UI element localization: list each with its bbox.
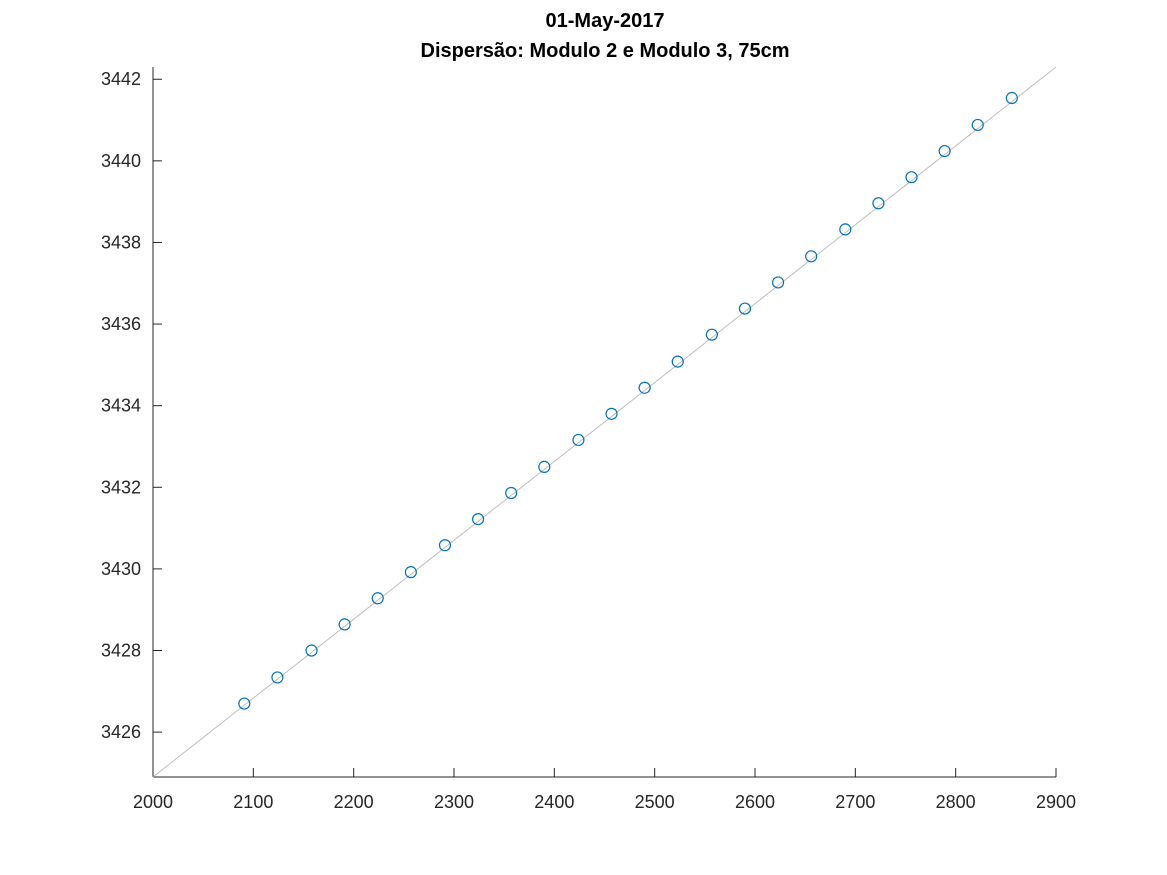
data-point bbox=[839, 223, 852, 236]
data-point bbox=[438, 539, 452, 552]
y-tick-label: 3438 bbox=[101, 232, 141, 252]
x-tick-label: 2700 bbox=[835, 792, 875, 812]
y-tick-label: 3442 bbox=[101, 69, 141, 89]
y-tick-label: 3440 bbox=[101, 151, 141, 171]
x-tick-label: 2200 bbox=[334, 792, 374, 812]
chart-subtitle: Dispersão: Modulo 2 e Modulo 3, 75cm bbox=[421, 40, 790, 62]
data-point bbox=[771, 276, 785, 289]
axes-layer: 2000 2100 2200 2300 2400 2500 2600 2700 2800 2900… bbox=[101, 67, 1076, 812]
x-tick-label: 2100 bbox=[233, 792, 273, 812]
data-points-layer bbox=[238, 91, 1018, 710]
data-point bbox=[1005, 91, 1018, 105]
data-point bbox=[471, 513, 485, 526]
reference-line-layer bbox=[152, 66, 1057, 778]
data-point bbox=[538, 460, 551, 473]
y-tick-label: 3430 bbox=[101, 559, 141, 579]
x-tick-label: 2600 bbox=[735, 792, 775, 812]
y-tick-label: 3434 bbox=[101, 396, 141, 416]
x-tick-label: 2400 bbox=[534, 792, 574, 812]
data-point bbox=[971, 118, 984, 132]
data-point bbox=[404, 566, 417, 579]
x-tick-label: 2000 bbox=[133, 792, 173, 812]
reference-line bbox=[152, 66, 1057, 778]
x-tick-label: 2300 bbox=[434, 792, 474, 812]
x-tick-label: 2800 bbox=[936, 792, 976, 812]
data-point bbox=[738, 302, 752, 315]
data-point bbox=[705, 328, 718, 341]
data-point bbox=[905, 171, 918, 184]
y-tick-label: 3428 bbox=[101, 641, 141, 661]
data-point bbox=[671, 355, 684, 368]
data-point bbox=[872, 197, 885, 210]
y-tick-label: 3426 bbox=[101, 722, 141, 742]
chart-title: 01-May-2017 bbox=[546, 10, 665, 32]
data-point bbox=[572, 433, 585, 447]
data-point bbox=[338, 618, 351, 631]
data-point bbox=[638, 381, 651, 394]
data-point bbox=[305, 644, 318, 657]
data-point bbox=[505, 486, 518, 500]
y-tick-label: 3432 bbox=[101, 477, 141, 497]
x-tick-label: 2900 bbox=[1036, 792, 1076, 812]
data-point bbox=[371, 592, 384, 605]
data-point bbox=[271, 671, 284, 684]
y-tick-label: 3436 bbox=[101, 314, 141, 334]
data-point bbox=[805, 250, 818, 263]
data-point bbox=[938, 144, 951, 158]
data-point bbox=[605, 407, 618, 420]
x-tick-label: 2500 bbox=[635, 792, 675, 812]
data-point bbox=[238, 697, 251, 710]
